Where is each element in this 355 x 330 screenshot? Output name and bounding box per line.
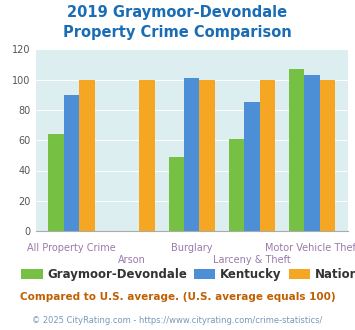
Bar [64,95,79,231]
Text: All Property Crime: All Property Crime [27,243,116,253]
Bar [320,80,335,231]
Text: Arson: Arson [118,255,146,265]
Bar [289,69,304,231]
Bar [169,157,184,231]
Bar [184,78,200,231]
Bar [48,134,64,231]
Text: Compared to U.S. average. (U.S. average equals 100): Compared to U.S. average. (U.S. average … [20,292,335,302]
Bar [229,139,244,231]
Bar [79,80,95,231]
Bar [244,102,260,231]
Bar [140,80,155,231]
Bar [260,80,275,231]
Bar [200,80,215,231]
Text: Motor Vehicle Theft: Motor Vehicle Theft [264,243,355,253]
Text: Burglary: Burglary [171,243,212,253]
Text: © 2025 CityRating.com - https://www.cityrating.com/crime-statistics/: © 2025 CityRating.com - https://www.city… [32,315,323,325]
Text: 2019 Graymoor-Devondale
Property Crime Comparison: 2019 Graymoor-Devondale Property Crime C… [63,5,292,40]
Text: Larceny & Theft: Larceny & Theft [213,255,291,265]
Bar [304,75,320,231]
Legend: Graymoor-Devondale, Kentucky, National: Graymoor-Devondale, Kentucky, National [17,263,355,286]
